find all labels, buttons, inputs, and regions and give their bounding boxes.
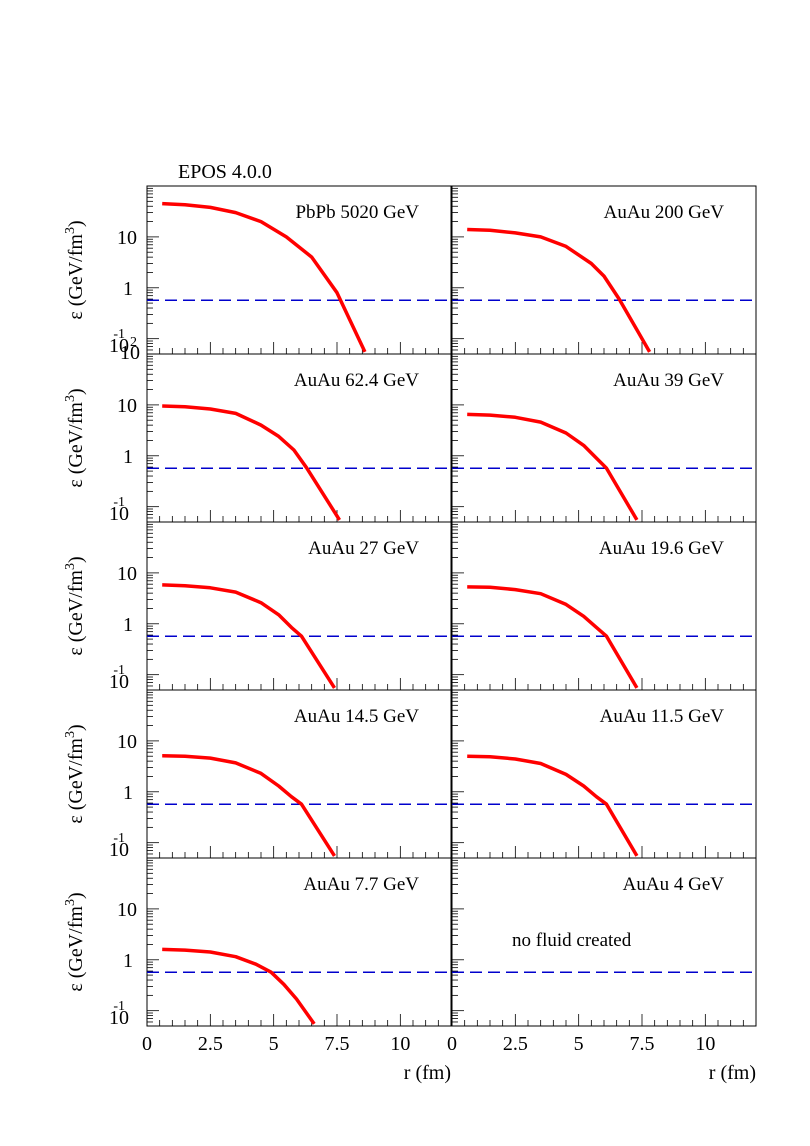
y-axis-label: ε (GeV/fm3) bbox=[63, 388, 87, 487]
y-tick-label-10: 10 bbox=[117, 227, 137, 249]
energy-density-curve bbox=[162, 947, 316, 1025]
y-tick-label-1: 1 bbox=[123, 446, 133, 468]
x-tick-label: 7.5 bbox=[325, 1033, 350, 1055]
panel-title: PbPb 5020 GeV bbox=[295, 202, 419, 223]
y-tick-label-10: 10 bbox=[117, 563, 137, 585]
panel-8: AuAu 11.5 GeV bbox=[451, 689, 757, 859]
energy-density-curve bbox=[467, 585, 639, 689]
y-tick-label-1: 1 bbox=[123, 782, 133, 804]
x-axis-label: r (fm) bbox=[404, 1062, 451, 1084]
y-tick-label-1: 1 bbox=[123, 278, 133, 300]
x-tick-label: 5 bbox=[269, 1033, 279, 1055]
panel-4: AuAu 39 GeV bbox=[451, 353, 757, 523]
y-tick-label-10: 10 bbox=[117, 731, 137, 753]
energy-density-curve bbox=[467, 227, 652, 353]
y-tick-label-1: 1 bbox=[123, 950, 133, 972]
y-axis-label: ε (GeV/fm3) bbox=[63, 892, 87, 991]
y-tick-label-exponent-2: 2 bbox=[130, 335, 137, 350]
y-tick-label-0.1-exponent: -1 bbox=[113, 327, 125, 342]
panel-2: AuAu 200 GeV bbox=[451, 185, 757, 355]
panel-3: AuAu 62.4 GeV bbox=[146, 353, 452, 523]
panel-title: AuAu 4 GeV bbox=[623, 874, 725, 895]
panel-1: PbPb 5020 GeV bbox=[146, 185, 452, 355]
y-tick-label-0.1-exponent: -1 bbox=[113, 495, 125, 510]
energy-density-curve bbox=[162, 754, 336, 857]
y-tick-label-10-squared: 10 bbox=[120, 342, 140, 364]
panel-title: AuAu 11.5 GeV bbox=[600, 706, 725, 727]
y-axis-label: ε (GeV/fm3) bbox=[63, 724, 87, 823]
panel-5: AuAu 27 GeV bbox=[146, 521, 452, 691]
panel-title: AuAu 7.7 GeV bbox=[303, 874, 419, 895]
y-tick-label-0.1: 10 bbox=[109, 335, 129, 357]
x-tick-label: 0 bbox=[447, 1033, 457, 1055]
y-tick-label-10: 10 bbox=[117, 395, 137, 417]
y-axis-label: ε (GeV/fm3) bbox=[63, 220, 87, 319]
panel-title: AuAu 14.5 GeV bbox=[294, 706, 419, 727]
panel-annotation: no fluid created bbox=[512, 930, 632, 951]
energy-density-curve bbox=[162, 201, 367, 353]
panel-6: AuAu 19.6 GeV bbox=[451, 521, 757, 691]
panel-title: AuAu 200 GeV bbox=[604, 202, 725, 223]
panel-title: AuAu 27 GeV bbox=[308, 538, 419, 559]
energy-density-curve bbox=[467, 754, 639, 857]
panel-title: AuAu 39 GeV bbox=[613, 370, 724, 391]
y-tick-label-0.1-exponent: -1 bbox=[113, 663, 125, 678]
x-tick-label: 7.5 bbox=[630, 1033, 655, 1055]
panel-7: AuAu 14.5 GeV bbox=[146, 689, 452, 859]
energy-density-curve bbox=[162, 404, 341, 521]
panel-title: AuAu 19.6 GeV bbox=[599, 538, 724, 559]
energy-density-curve bbox=[162, 583, 336, 689]
y-tick-label-0.1: 10 bbox=[109, 671, 129, 693]
panel-9: AuAu 7.7 GeV bbox=[146, 857, 452, 1027]
x-tick-label: 10 bbox=[390, 1033, 410, 1055]
x-tick-label: 0 bbox=[142, 1033, 152, 1055]
x-tick-label: 10 bbox=[695, 1033, 715, 1055]
panel-10: AuAu 4 GeV no fluid created bbox=[451, 857, 757, 1027]
y-axis-label: ε (GeV/fm3) bbox=[63, 556, 87, 655]
y-tick-label-1: 1 bbox=[123, 614, 133, 636]
y-tick-label-0.1: 10 bbox=[109, 503, 129, 525]
panel-grid: PbPb 5020 GeV AuAu 200 GeV AuAu 62.4 GeV Au… bbox=[146, 185, 757, 1027]
x-axis-label: r (fm) bbox=[709, 1062, 756, 1084]
energy-density-curve bbox=[467, 412, 639, 521]
y-tick-label-10: 10 bbox=[117, 899, 137, 921]
panel-title: AuAu 62.4 GeV bbox=[294, 370, 419, 391]
y-tick-label-0.1: 10 bbox=[109, 1007, 129, 1029]
y-tick-label-0.1: 10 bbox=[109, 839, 129, 861]
x-tick-label: 2.5 bbox=[503, 1033, 528, 1055]
figure-title: EPOS 4.0.0 bbox=[178, 161, 272, 183]
y-tick-label-0.1-exponent: -1 bbox=[113, 999, 125, 1014]
x-tick-label: 2.5 bbox=[198, 1033, 223, 1055]
x-tick-label: 5 bbox=[574, 1033, 584, 1055]
y-tick-label-0.1-exponent: -1 bbox=[113, 831, 125, 846]
